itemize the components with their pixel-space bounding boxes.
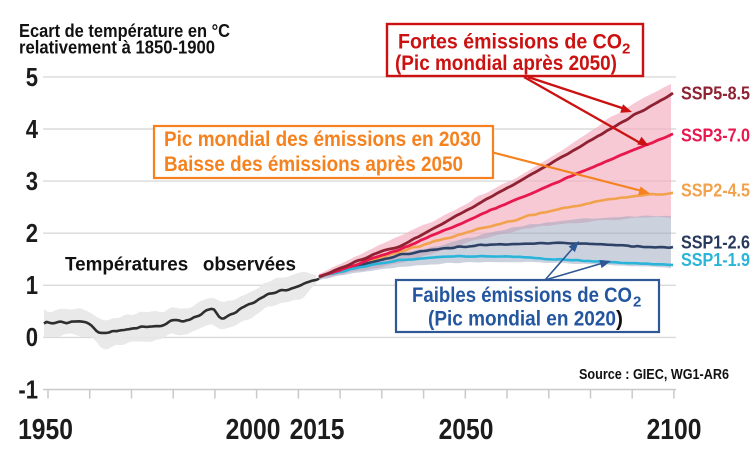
svg-text:2100: 2100	[647, 413, 702, 445]
svg-text:): )	[616, 308, 623, 331]
svg-text:3: 3	[26, 168, 38, 197]
svg-text:2015: 2015	[290, 413, 345, 445]
svg-text:Fortes émissions de CO: Fortes émissions de CO	[398, 31, 622, 54]
svg-text:0: 0	[26, 324, 38, 353]
svg-text:SSP3-7.0: SSP3-7.0	[681, 125, 750, 145]
svg-text:Source : GIEC, WG1-AR6: Source : GIEC, WG1-AR6	[579, 367, 729, 383]
svg-text:Pic mondial des émissions en 2: Pic mondial des émissions en 2030	[164, 128, 481, 151]
svg-text:-1: -1	[18, 376, 38, 405]
svg-text:SSP2-4.5: SSP2-4.5	[681, 180, 750, 200]
svg-text:2: 2	[633, 294, 641, 311]
svg-text:2: 2	[622, 41, 630, 58]
svg-text:2: 2	[26, 220, 38, 249]
svg-text:4: 4	[26, 116, 39, 145]
svg-text:SSP5-8.5: SSP5-8.5	[681, 83, 750, 103]
svg-text:Baisse des émissions après 205: Baisse des émissions après 2050	[164, 153, 463, 176]
svg-text:relativement à 1850-1900: relativement à 1850-1900	[19, 37, 215, 58]
svg-text:2050: 2050	[439, 413, 494, 445]
svg-text:5: 5	[26, 64, 38, 93]
svg-text:Ecart de température en °C: Ecart de température en °C	[19, 20, 230, 41]
svg-text:Faibles émissions de CO: Faibles émissions de CO	[412, 284, 632, 307]
svg-text:SSP1-1.9: SSP1-1.9	[681, 250, 750, 270]
svg-text:1950: 1950	[18, 413, 73, 445]
svg-text:(Pic mondial en 2020: (Pic mondial en 2020	[428, 308, 616, 331]
svg-text:2000: 2000	[226, 413, 281, 445]
svg-text:(Pic mondial après 2050): (Pic mondial après 2050)	[395, 52, 617, 75]
svg-text:SSP1-2.6: SSP1-2.6	[681, 232, 750, 252]
svg-text:Températures observées: Températures observées	[65, 254, 296, 276]
svg-text:1: 1	[26, 272, 38, 301]
